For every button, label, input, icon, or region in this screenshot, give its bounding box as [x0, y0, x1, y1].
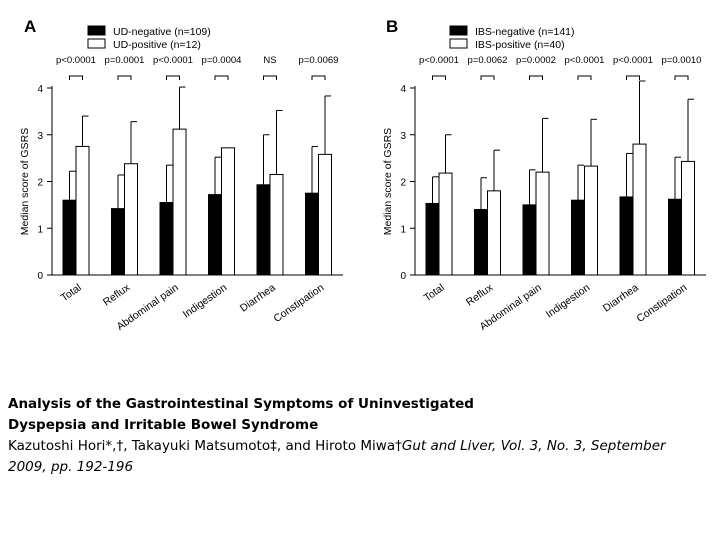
panel-a-bar [221, 147, 235, 276]
figure-charts: A UD-negative (n=109)UD-positive (n=12) 0 1… [19, 17, 706, 333]
panel-b-x-tick-label: Indigestion [544, 282, 593, 321]
panel-a-bar [111, 208, 125, 276]
panel-b-x-tick-label: Constipation [635, 282, 690, 325]
panel-a-bar [159, 202, 174, 276]
panel-b-y-tick-label: 2 [400, 178, 406, 189]
panel-b-legend-swatch-0 [449, 25, 468, 36]
panel-a-x-tick-label: Diarrhea [238, 282, 278, 315]
panel-a-y-tick-label: 4 [37, 84, 43, 95]
panel-a-legend-swatch-0 [87, 25, 106, 36]
panel-a-significance-bracket [69, 75, 83, 80]
caption-journal: Gut and Liver, Vol. 3, No. 3, September … [8, 438, 666, 475]
panel-b-y-axis-label: Median score of GSRS [382, 128, 394, 235]
panel-a-bar [172, 128, 187, 276]
panel-a-y-tick-label: 3 [37, 131, 43, 142]
panel-a-significance-bracket [311, 75, 326, 80]
panel-a-bar [305, 192, 319, 276]
panel-b-significance-bracket [626, 75, 640, 80]
panel-b-bar [681, 160, 695, 276]
panel-b-x-tick-label: Reflux [464, 281, 496, 308]
panel-a-p-value: p=0.0069 [299, 55, 339, 66]
panel-b-significance-bracket [674, 75, 689, 80]
panel-a-bar [62, 199, 77, 276]
panel-a-label: A [24, 17, 36, 36]
panel-b-p-value: p=0.0010 [662, 55, 702, 66]
panel-b-bar [474, 209, 488, 276]
panel-b-legend-swatch-1 [449, 38, 468, 49]
panel-a-y-tick-label: 2 [37, 178, 43, 189]
panel-a-x-tick-label: Indigestion [181, 282, 230, 321]
panel-b-significance-bracket [480, 75, 495, 80]
panel-a-significance-bracket [263, 75, 277, 80]
panel-b-bar [571, 199, 585, 276]
panel-a-bar [75, 145, 90, 276]
panel-b-y-tick-label: 3 [400, 131, 406, 142]
panel-b-p-value: p<0.0001 [565, 55, 605, 66]
panel-b-bar [632, 143, 647, 276]
panel-b-bar [425, 202, 440, 276]
panel-b-p-value: p=0.0062 [468, 55, 508, 66]
figure-caption: Analysis of the Gastrointestinal Symptom… [8, 394, 708, 478]
panel-a-significance-bracket [117, 75, 132, 80]
panel-b-p-value: p<0.0001 [613, 55, 653, 66]
panel-a-y-tick-label: 0 [37, 271, 43, 282]
panel-b-x-tick-label: Total [422, 282, 447, 305]
panel-a-legend-label-0: UD-negative (n=109) [113, 26, 211, 38]
panel-b-legend-label-1: IBS-positive (n=40) [475, 39, 565, 51]
panel-a-bar [256, 184, 271, 276]
panel-b-label: B [386, 17, 398, 36]
panel-a-bar [124, 163, 138, 276]
caption-authors: Kazutoshi Hori*,†, Takayuki Matsumoto‡, … [8, 438, 402, 454]
panel-a-p-value: p=0.0004 [202, 55, 242, 66]
panel-b-p-value: p=0.0002 [516, 55, 556, 66]
panel-a-p-value: p=0.0001 [105, 55, 145, 66]
caption-title-line-1: Analysis of the Gastrointestinal Symptom… [8, 396, 474, 412]
panel-a-legend-swatch-1 [87, 38, 106, 49]
panel-b-significance-bracket [577, 75, 592, 80]
caption-title-line-2: Dyspepsia and Irritable Bowel Syndrome [8, 417, 319, 433]
panel-b-bar [619, 196, 634, 276]
panel-b-y-tick-label: 1 [400, 224, 406, 235]
panel-a-bar [318, 153, 332, 276]
panel-b-p-value: p<0.0001 [419, 55, 459, 66]
panel-a-significance-bracket [166, 75, 180, 80]
panel-b-bar [668, 198, 682, 276]
panel-a-y-tick-label: 1 [37, 224, 43, 235]
caption-citation: Kazutoshi Hori*,†, Takayuki Matsumoto‡, … [8, 436, 708, 478]
panel-b-bar [487, 190, 501, 276]
panel-b-x-tick-label: Diarrhea [601, 282, 641, 315]
panel-b-bar [535, 171, 550, 276]
panel-a-x-tick-label: Constipation [272, 282, 327, 325]
panel-b-bar [438, 172, 453, 276]
panel-b-legend-label-0: IBS-negative (n=141) [475, 26, 575, 38]
panel-a-p-value: NS [263, 55, 276, 66]
panel-a-x-tick-label: Reflux [101, 281, 133, 308]
panel-a-bar [208, 194, 222, 276]
panel-a-legend-label-1: UD-positive (n=12) [113, 39, 201, 51]
panel-a-bar [269, 173, 284, 276]
panel-b-y-tick-label: 0 [400, 271, 406, 282]
panel-b-significance-bracket [529, 75, 543, 80]
panel-a-p-value: p<0.0001 [153, 55, 193, 66]
panel-a-x-tick-label: Total [59, 282, 84, 305]
panel-b-bar [584, 165, 598, 276]
panel-b-significance-bracket [432, 75, 446, 80]
panel-b-bar [522, 204, 537, 276]
panel-a-y-axis-label: Median score of GSRS [19, 128, 31, 235]
panel-a-significance-bracket [214, 75, 229, 80]
panel-a-p-value: p<0.0001 [56, 55, 96, 66]
panel-b-y-tick-label: 4 [400, 84, 406, 95]
